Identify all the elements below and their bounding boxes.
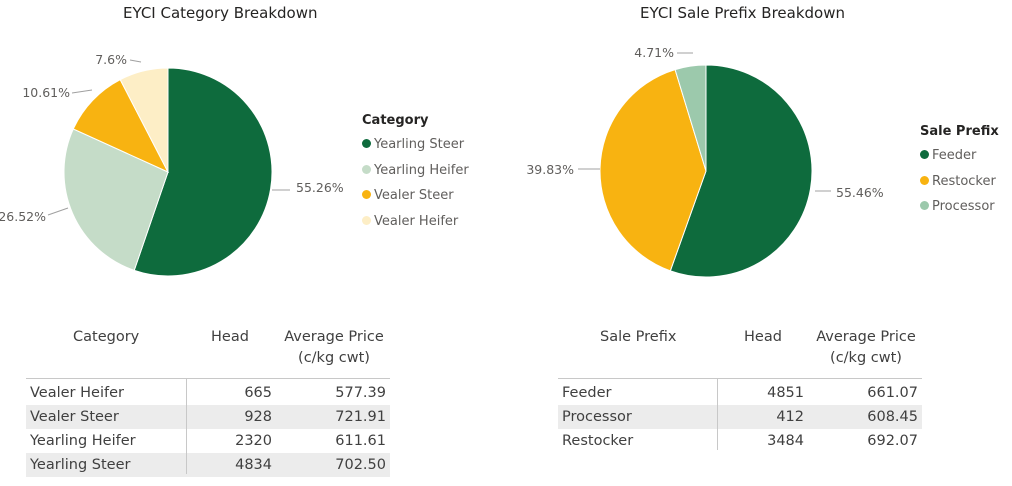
table-cell-label: Yearling Steer [30, 457, 131, 473]
sale-prefix-legend-title: Sale Prefix [920, 124, 999, 139]
table-cell-head: 928 [244, 409, 272, 425]
legend-item-processor[interactable]: Processor [920, 196, 999, 222]
table-cell-head: 4834 [235, 457, 272, 473]
price-header-line2: (c/kg cwt) [298, 350, 370, 366]
category-panel: EYCI Category Breakdown 55.26% 26.52% 10.6… [0, 0, 500, 486]
table-cell-price: 721.91 [335, 409, 386, 425]
pie-slice-restocker[interactable] [599, 68, 707, 272]
table-cell-head: 412 [776, 409, 804, 425]
pie-slice-vealer-steer[interactable] [72, 78, 170, 174]
slice-label-yearling-steer: 55.26% [296, 180, 344, 195]
leader-line-vealer-steer [71, 89, 93, 94]
legend-dot-icon [920, 150, 929, 159]
slice-label-vealer-heifer: 7.6% [95, 52, 127, 67]
pie-slice-vealer-heifer[interactable] [119, 67, 169, 173]
pie-slice-feeder[interactable] [669, 64, 813, 278]
category-table-body: Vealer Heifer 665 577.39 Vealer Steer 928 721… [26, 381, 390, 477]
table-cell-price: 611.61 [335, 433, 386, 449]
table-row: Processor 412 608.45 [558, 405, 922, 429]
slice-label-yearling-heifer: 26.52% [0, 209, 46, 224]
sale-prefix-panel: EYCI Sale Prefix Breakdown 55.46% 39.83% 4… [506, 0, 1012, 486]
leader-line-yearling-heifer [47, 207, 69, 216]
legend-label: Feeder [932, 148, 977, 163]
category-legend: Category Yearling Steer Yearling Heifer Ve… [362, 113, 469, 236]
table-cell-price: 702.50 [335, 457, 386, 473]
table-row: Restocker 3484 692.07 [558, 429, 922, 453]
category-table-divider [26, 378, 390, 379]
sale-prefix-head-col-header: Head [744, 329, 782, 345]
legend-dot-icon [362, 215, 371, 225]
legend-dot-icon [362, 190, 371, 199]
table-row: Feeder 4851 661.07 [558, 381, 922, 405]
sale-prefix-table-divider [558, 378, 922, 379]
table-cell-price: 608.45 [867, 409, 918, 425]
table-cell-price: 661.07 [867, 385, 918, 401]
table-cell-label: Yearling Heifer [30, 433, 136, 449]
legend-item-vealer-steer[interactable]: Vealer Steer [362, 185, 469, 211]
legend-label: Yearling Heifer [374, 162, 469, 178]
table-cell-head: 665 [244, 385, 272, 401]
table-cell-label: Restocker [562, 433, 634, 449]
legend-label: Vealer Steer [374, 188, 454, 203]
slice-label-processor: 4.71% [634, 45, 674, 60]
pie-slice-processor[interactable] [674, 64, 707, 172]
slice-label-feeder: 55.46% [836, 185, 884, 200]
legend-label: Vealer Heifer [374, 213, 459, 229]
legend-item-vealer-heifer[interactable]: Vealer Heifer [362, 211, 469, 237]
table-cell-label: Vealer Steer [30, 409, 119, 425]
table-cell-label: Feeder [562, 385, 612, 401]
sale-prefix-pie-chart: 55.46% 39.83% 4.71% [526, 45, 884, 278]
category-table-column-divider [186, 378, 187, 474]
table-row: Vealer Heifer 665 577.39 [26, 381, 390, 405]
category-chart-title: EYCI Category Breakdown [123, 4, 318, 22]
category-head-col-header: Head [211, 329, 249, 345]
table-row: Yearling Steer 4834 702.50 [26, 453, 390, 477]
category-legend-items: Yearling Steer Yearling Heifer Vealer Stee… [362, 134, 469, 236]
sale-prefix-col-header: Sale Prefix [600, 329, 677, 345]
sale-prefix-legend: Sale Prefix Feeder Restocker Processor [920, 124, 999, 222]
category-pie-chart: 55.26% 26.52% 10.61% 7.6% [0, 52, 344, 277]
table-cell-head: 3484 [767, 433, 804, 449]
legend-item-feeder[interactable]: Feeder [920, 145, 999, 171]
table-cell-price: 577.39 [335, 385, 386, 401]
table-row: Yearling Heifer 2320 611.61 [26, 429, 390, 453]
table-cell-price: 692.07 [867, 433, 918, 449]
slice-label-vealer-steer: 10.61% [22, 85, 70, 100]
price-header-line2: (c/kg cwt) [830, 350, 902, 366]
pie-slice-yearling-steer[interactable] [133, 67, 273, 277]
legend-dot-icon [920, 175, 929, 185]
legend-item-yearling-steer[interactable]: Yearling Steer [362, 134, 469, 160]
category-price-col-header: Average Price (c/kg cwt) [282, 327, 386, 369]
legend-dot-icon [362, 139, 371, 148]
table-cell-label: Processor [562, 409, 632, 425]
category-legend-title: Category [362, 113, 429, 128]
legend-item-yearling-heifer[interactable]: Yearling Heifer [362, 160, 469, 186]
price-header-line1: Average Price [816, 329, 916, 345]
sale-prefix-table-column-divider [717, 378, 718, 450]
pie-slice-yearling-heifer[interactable] [63, 128, 169, 271]
legend-dot-icon [362, 164, 371, 174]
price-header-line1: Average Price [284, 329, 384, 345]
category-col-header: Category [73, 329, 140, 345]
legend-item-restocker[interactable]: Restocker [920, 171, 999, 197]
sale-prefix-price-col-header: Average Price (c/kg cwt) [814, 327, 918, 369]
legend-label: Processor [932, 199, 995, 214]
table-row: Vealer Steer 928 721.91 [26, 405, 390, 429]
table-cell-head: 4851 [767, 385, 804, 401]
legend-label: Restocker [932, 173, 996, 189]
legend-dot-icon [920, 201, 929, 210]
table-cell-head: 2320 [235, 433, 272, 449]
sale-prefix-chart-title: EYCI Sale Prefix Breakdown [640, 4, 846, 22]
slice-label-restocker: 39.83% [526, 162, 574, 177]
legend-label: Yearling Steer [374, 137, 465, 152]
sale-prefix-table-body: Feeder 4851 661.07 Processor 412 608.45 Restoc… [558, 381, 922, 453]
leader-line-vealer-heifer [129, 59, 142, 63]
table-cell-label: Vealer Heifer [30, 385, 124, 401]
sale-prefix-legend-items: Feeder Restocker Processor [920, 145, 999, 222]
